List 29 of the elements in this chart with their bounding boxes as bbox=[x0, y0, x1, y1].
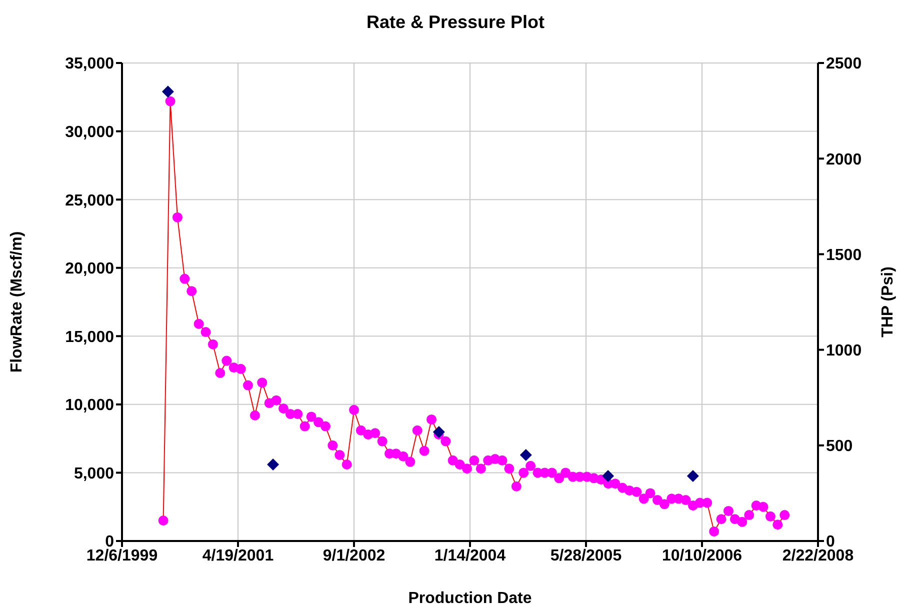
y2-tick-label: 2500 bbox=[826, 56, 862, 73]
point bbox=[432, 426, 445, 438]
y2-axis-title: THP (Psi) bbox=[880, 266, 897, 338]
point bbox=[162, 86, 174, 98]
x-tick-label: 4/19/2001 bbox=[202, 547, 274, 564]
y2-tick-label: 1500 bbox=[826, 246, 862, 264]
y-tick-label: 20,000 bbox=[65, 260, 114, 278]
y2-tick-label: 2000 bbox=[826, 151, 862, 168]
y-tick-label: 15,000 bbox=[65, 328, 114, 346]
point bbox=[267, 458, 280, 471]
y-tick-label: 5,000 bbox=[74, 465, 114, 482]
y-tick-label: 35,000 bbox=[65, 56, 114, 73]
y2-tick-label: 500 bbox=[826, 438, 853, 456]
chart-title: Rate & Pressure Plot bbox=[365, 12, 546, 33]
x-tick-label: 5/28/2005 bbox=[550, 547, 622, 564]
y-tick-label: 30,000 bbox=[65, 124, 114, 141]
x-tick-label: 12/6/1999 bbox=[86, 547, 158, 564]
y-tick-label: 10,000 bbox=[65, 397, 114, 414]
y2-tick-label: 1000 bbox=[826, 342, 862, 360]
x-tick-label: 1/14/2004 bbox=[434, 547, 506, 564]
point bbox=[520, 448, 532, 461]
x-tick-label: 9/1/2002 bbox=[322, 547, 386, 564]
y-axis-title: FlowRate (Mscf/m) bbox=[8, 231, 26, 373]
point bbox=[686, 470, 699, 482]
x-tick-label: 2/22/2008 bbox=[782, 547, 854, 564]
point bbox=[602, 470, 614, 482]
x-axis-title: Production Date bbox=[408, 590, 532, 607]
y-tick-label: 25,000 bbox=[65, 192, 114, 210]
x-tick-label: 10/10/2006 bbox=[662, 547, 742, 564]
